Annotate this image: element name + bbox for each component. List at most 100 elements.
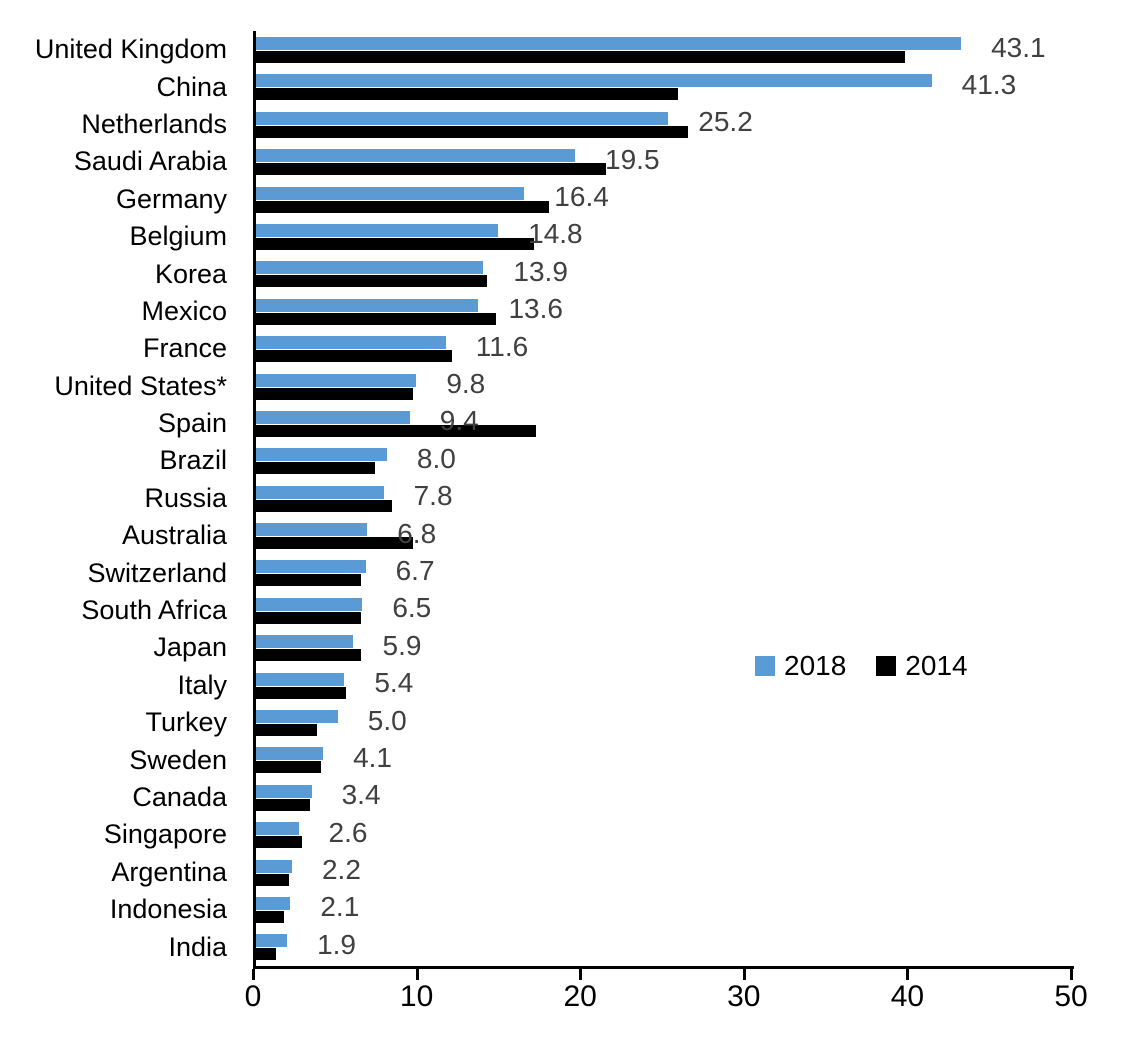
value-label: 3.4 xyxy=(341,779,381,811)
plot-area: 43.1 41.3 25.2 19.5 16.4 14.8 13.9 13.6 11.6 9.8 9… xyxy=(253,31,1074,969)
x-axis-tick-mark xyxy=(252,969,255,980)
legend-label-2014: 2014 xyxy=(905,650,968,681)
category-label: Russia xyxy=(144,482,227,513)
bar-2014 xyxy=(256,387,414,400)
bar-row: 8.0 xyxy=(256,442,1074,479)
x-axis-tick-label: 50 xyxy=(1054,980,1088,1013)
bar-2014 xyxy=(256,499,392,512)
x-axis-tick-label: 40 xyxy=(890,980,925,1013)
value-label: 6.8 xyxy=(397,517,437,549)
bar-2014 xyxy=(256,649,361,662)
bar-2018 xyxy=(256,298,479,312)
value-label: 43.1 xyxy=(991,31,1046,63)
bar-2014 xyxy=(256,537,414,550)
category-label: Canada xyxy=(132,782,227,812)
value-label: 16.4 xyxy=(554,181,609,213)
value-label: 14.8 xyxy=(528,218,583,250)
value-label: 7.8 xyxy=(413,480,453,512)
bar-row: 11.6 xyxy=(256,330,1074,367)
bar-2018 xyxy=(256,747,324,761)
bar-row: 6.8 xyxy=(256,517,1074,554)
bar-row: 43.1 xyxy=(256,31,1074,68)
bar-row: 7.8 xyxy=(256,480,1074,517)
bar-row: 2.6 xyxy=(256,816,1074,853)
value-label: 19.5 xyxy=(605,143,660,175)
value-label: 2.6 xyxy=(328,816,368,848)
x-axis-tick-mark xyxy=(906,969,910,980)
category-label: Saudi Arabia xyxy=(73,146,227,177)
bar-2014 xyxy=(256,51,906,63)
legend-label-2018: 2018 xyxy=(784,650,847,681)
bar-2018 xyxy=(256,934,288,948)
bar-2018 xyxy=(256,710,338,724)
value-label: 5.4 xyxy=(374,667,414,699)
bar-2018 xyxy=(256,336,446,350)
category-label: Sweden xyxy=(129,744,227,775)
value-label: 5.9 xyxy=(382,629,422,661)
bar-2018 xyxy=(256,373,417,387)
bar-row: 6.7 xyxy=(256,554,1074,591)
bar-2018 xyxy=(256,635,353,649)
bar-2018 xyxy=(256,74,932,88)
bar-2014 xyxy=(256,873,289,886)
value-label: 9.4 xyxy=(439,405,479,437)
category-label: Italy xyxy=(177,669,227,700)
bar-row: 4.1 xyxy=(256,741,1074,778)
bar-row: 13.9 xyxy=(256,255,1074,292)
x-axis-tick-mark xyxy=(415,969,419,980)
x-axis-tick-mark xyxy=(1070,969,1073,980)
category-label: Belgium xyxy=(129,221,227,252)
bar-row: 9.4 xyxy=(256,405,1074,442)
x-axis-tick-label: 10 xyxy=(399,980,434,1013)
category-label: Netherlands xyxy=(81,108,227,139)
bar-row: 5.4 xyxy=(256,667,1074,704)
value-label: 6.5 xyxy=(392,592,432,624)
bar-2014 xyxy=(256,163,607,176)
category-axis: United Kingdom China Netherlands Saudi Arab… xyxy=(0,31,227,966)
bar-2018 xyxy=(256,597,363,611)
value-label: 5.0 xyxy=(367,704,407,736)
bar-row: 6.5 xyxy=(256,592,1074,629)
bar-row: 41.3 xyxy=(256,68,1074,105)
bar-2018 xyxy=(256,859,292,873)
category-label: Korea xyxy=(154,258,227,289)
category-label: Mexico xyxy=(141,295,227,326)
legend-item-2014: 2014 xyxy=(876,650,968,682)
category-label: United States* xyxy=(54,370,227,401)
bar-2014 xyxy=(256,724,317,737)
bar-2014 xyxy=(256,237,535,250)
x-axis-tick-label: 30 xyxy=(727,980,761,1013)
bar-2018 xyxy=(256,784,312,798)
value-label: 11.6 xyxy=(475,330,529,362)
bar-row: 14.8 xyxy=(256,218,1074,255)
value-label: 1.9 xyxy=(317,928,357,960)
x-axis-tick-mark xyxy=(742,969,746,980)
bar-row: 5.0 xyxy=(256,704,1074,741)
value-label: 2.1 xyxy=(320,891,360,923)
bar-row: 19.5 xyxy=(256,143,1074,180)
category-label: Singapore xyxy=(103,819,227,850)
category-label: Australia xyxy=(121,520,227,551)
category-label: Turkey xyxy=(145,707,227,738)
category-label: South Africa xyxy=(81,595,227,626)
bar-2018 xyxy=(256,560,366,574)
bar-2014 xyxy=(256,350,453,363)
category-label: Japan xyxy=(153,632,227,663)
value-label: 9.8 xyxy=(446,368,486,400)
legend-item-2018: 2018 xyxy=(755,650,846,682)
bar-2018 xyxy=(256,896,291,910)
bar-2014 xyxy=(256,798,310,811)
bar-2014 xyxy=(256,836,302,849)
bar-2018 xyxy=(256,485,384,499)
bar-2014 xyxy=(256,275,487,288)
value-label: 41.3 xyxy=(961,68,1017,100)
bar-2014 xyxy=(256,88,679,101)
value-label: 25.2 xyxy=(698,106,753,138)
bar-2014 xyxy=(256,611,361,624)
bar-row: 5.9 xyxy=(256,629,1074,666)
category-label: China xyxy=(156,71,227,102)
bar-row: 3.4 xyxy=(256,779,1074,816)
value-label: 8.0 xyxy=(416,442,456,474)
legend-swatch-2014 xyxy=(876,656,897,676)
category-label: Germany xyxy=(115,183,227,214)
